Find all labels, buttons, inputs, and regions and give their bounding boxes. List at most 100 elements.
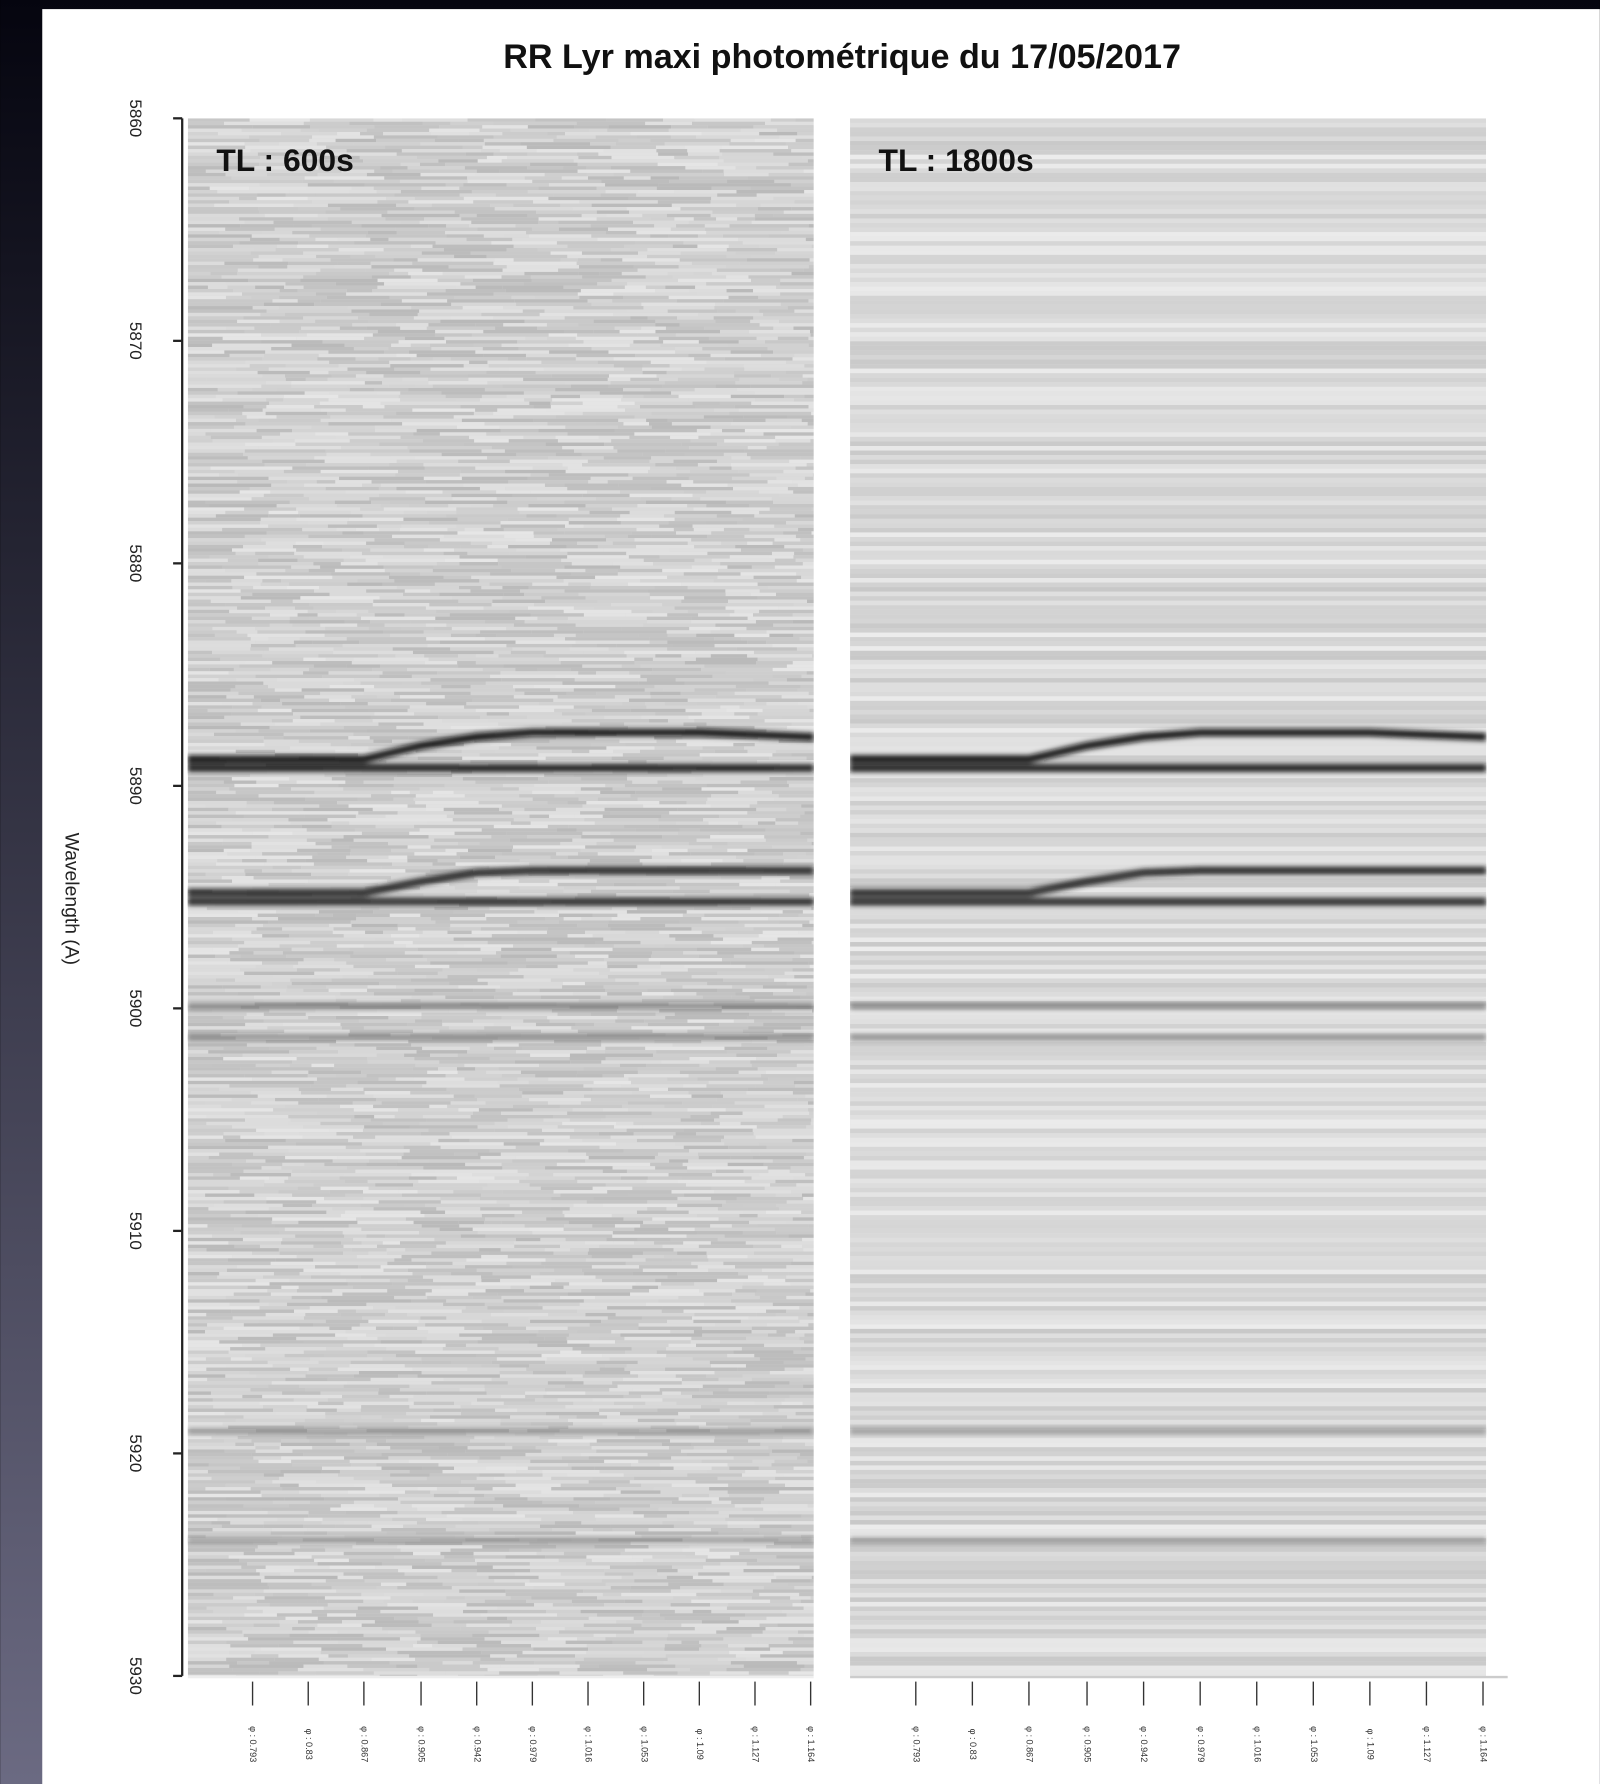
texture: [598, 798, 638, 801]
texture: [188, 712, 232, 715]
texture: [643, 623, 715, 626]
texture: [229, 610, 308, 613]
texture: [550, 402, 582, 405]
texture: [420, 142, 485, 145]
texture: [533, 200, 579, 203]
texture: [685, 453, 724, 456]
texture: [761, 354, 794, 357]
texture: [637, 504, 687, 507]
texture: [582, 832, 610, 835]
texture: [736, 190, 804, 193]
texture: [750, 1419, 821, 1422]
texture: [244, 1323, 313, 1326]
texture: [720, 705, 739, 708]
texture: [188, 1279, 256, 1282]
texture: [567, 255, 586, 258]
texture: [559, 228, 608, 231]
texture: [252, 1252, 280, 1255]
texture: [584, 525, 659, 528]
texture: [340, 327, 366, 330]
texture: [401, 999, 421, 1002]
texture: [228, 559, 258, 562]
texture: [373, 600, 458, 603]
texture: [508, 1405, 565, 1408]
texture: [390, 572, 420, 575]
texture: [618, 572, 684, 575]
texture: [508, 357, 526, 360]
texture: [514, 695, 558, 698]
texture: [411, 978, 478, 981]
texture: [746, 1241, 825, 1244]
texture: [600, 1368, 625, 1371]
texture: [676, 466, 710, 469]
texture: [274, 825, 302, 828]
texture: [482, 125, 528, 128]
texture: [376, 1098, 453, 1101]
texture: [497, 1357, 547, 1360]
texture: [752, 1176, 794, 1179]
texture: [645, 688, 663, 691]
texture: [269, 1176, 288, 1179]
texture: [422, 1224, 460, 1227]
texture: [526, 1176, 575, 1179]
texture: [525, 555, 567, 558]
texture: [733, 419, 766, 422]
texture: [622, 258, 679, 261]
texture: [585, 1313, 615, 1316]
texture: [681, 1391, 713, 1394]
texture: [245, 535, 308, 538]
texture: [627, 774, 667, 777]
texture: [426, 804, 502, 807]
texture: [338, 784, 394, 787]
texture: [430, 961, 508, 964]
texture: [350, 439, 423, 442]
texture: [687, 1019, 733, 1022]
texture: [671, 125, 708, 128]
texture: [238, 692, 320, 695]
texture: [421, 1132, 450, 1135]
texture: [508, 518, 569, 521]
texture: [424, 477, 462, 480]
texture: [225, 1412, 276, 1415]
texture: [361, 907, 379, 910]
texture: [232, 548, 296, 551]
texture: [687, 1030, 742, 1033]
texture: [400, 1241, 446, 1244]
texture: [188, 579, 205, 582]
texture: [379, 1388, 400, 1391]
texture: [644, 395, 679, 398]
texture: [617, 449, 665, 452]
texture: [346, 1330, 363, 1333]
texture: [363, 514, 447, 517]
texture: [751, 279, 780, 282]
texture: [472, 931, 518, 934]
texture: [283, 736, 348, 739]
texture: [578, 507, 612, 510]
texture: [368, 610, 436, 613]
texture: [319, 129, 367, 132]
texture: [361, 1228, 439, 1231]
texture: [300, 716, 371, 719]
texture: [188, 733, 214, 736]
texture: [336, 996, 412, 999]
texture: [273, 439, 295, 442]
texture: [430, 367, 508, 370]
texture: [465, 893, 547, 896]
texture: [405, 1248, 479, 1251]
texture: [730, 555, 768, 558]
texture: [325, 1412, 406, 1415]
texture: [381, 1340, 422, 1343]
texture: [349, 122, 422, 125]
texture: [188, 200, 229, 203]
texture: [463, 944, 513, 947]
texture: [308, 521, 348, 524]
texture: [476, 654, 499, 657]
texture: [299, 740, 374, 743]
texture: [676, 1402, 727, 1405]
texture: [693, 525, 775, 528]
texture: [691, 617, 747, 620]
texture: [562, 722, 600, 725]
texture: [738, 238, 806, 241]
texture: [603, 1074, 624, 1077]
texture: [638, 1327, 702, 1330]
